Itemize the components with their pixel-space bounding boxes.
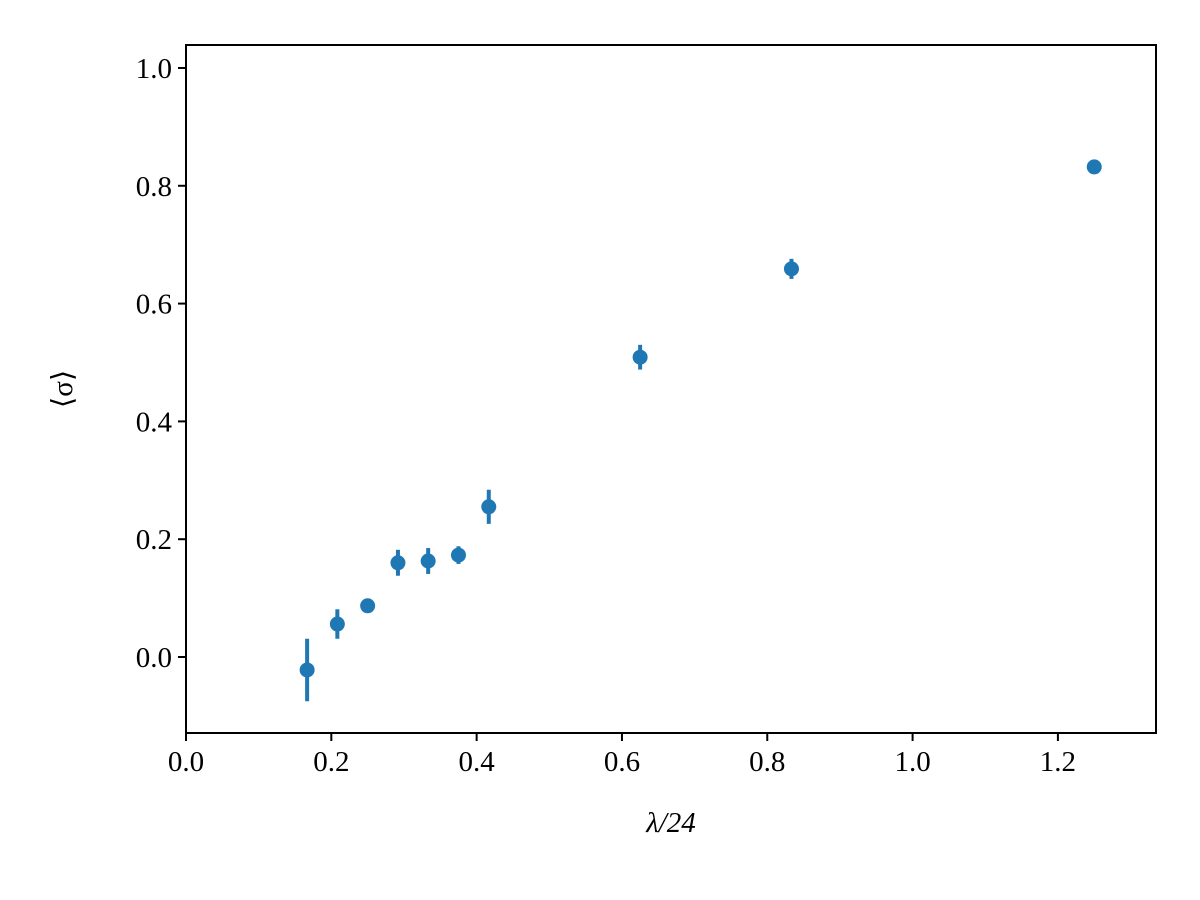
y-tick-label: 0.0 bbox=[136, 642, 172, 674]
x-tick-label: 0.4 bbox=[459, 746, 496, 778]
x-axis-label: λ/24 bbox=[645, 807, 696, 839]
point bbox=[299, 662, 315, 678]
point bbox=[420, 553, 436, 569]
y-tick-label: 0.2 bbox=[136, 524, 172, 556]
point bbox=[450, 547, 466, 563]
point bbox=[360, 598, 376, 614]
y-tick-label: 1.0 bbox=[136, 53, 172, 85]
point bbox=[481, 499, 497, 515]
x-tick-label: 0.6 bbox=[604, 746, 640, 778]
x-tick-label: 1.2 bbox=[1040, 746, 1076, 778]
point bbox=[1086, 159, 1102, 175]
point bbox=[632, 349, 648, 365]
point bbox=[783, 261, 799, 277]
x-tick-label: 0.8 bbox=[749, 746, 785, 778]
x-tick-label: 0.2 bbox=[313, 746, 349, 778]
y-axis-label: ⟨σ⟩ bbox=[47, 370, 79, 408]
x-tick-label: 0.0 bbox=[168, 746, 204, 778]
point bbox=[329, 616, 345, 632]
y-tick-label: 0.4 bbox=[136, 406, 173, 438]
point bbox=[390, 555, 406, 571]
plot-frame bbox=[185, 44, 1157, 734]
y-tick-label: 0.8 bbox=[136, 171, 172, 203]
x-tick-label: 1.0 bbox=[894, 746, 930, 778]
y-tick-label: 0.6 bbox=[136, 289, 172, 321]
